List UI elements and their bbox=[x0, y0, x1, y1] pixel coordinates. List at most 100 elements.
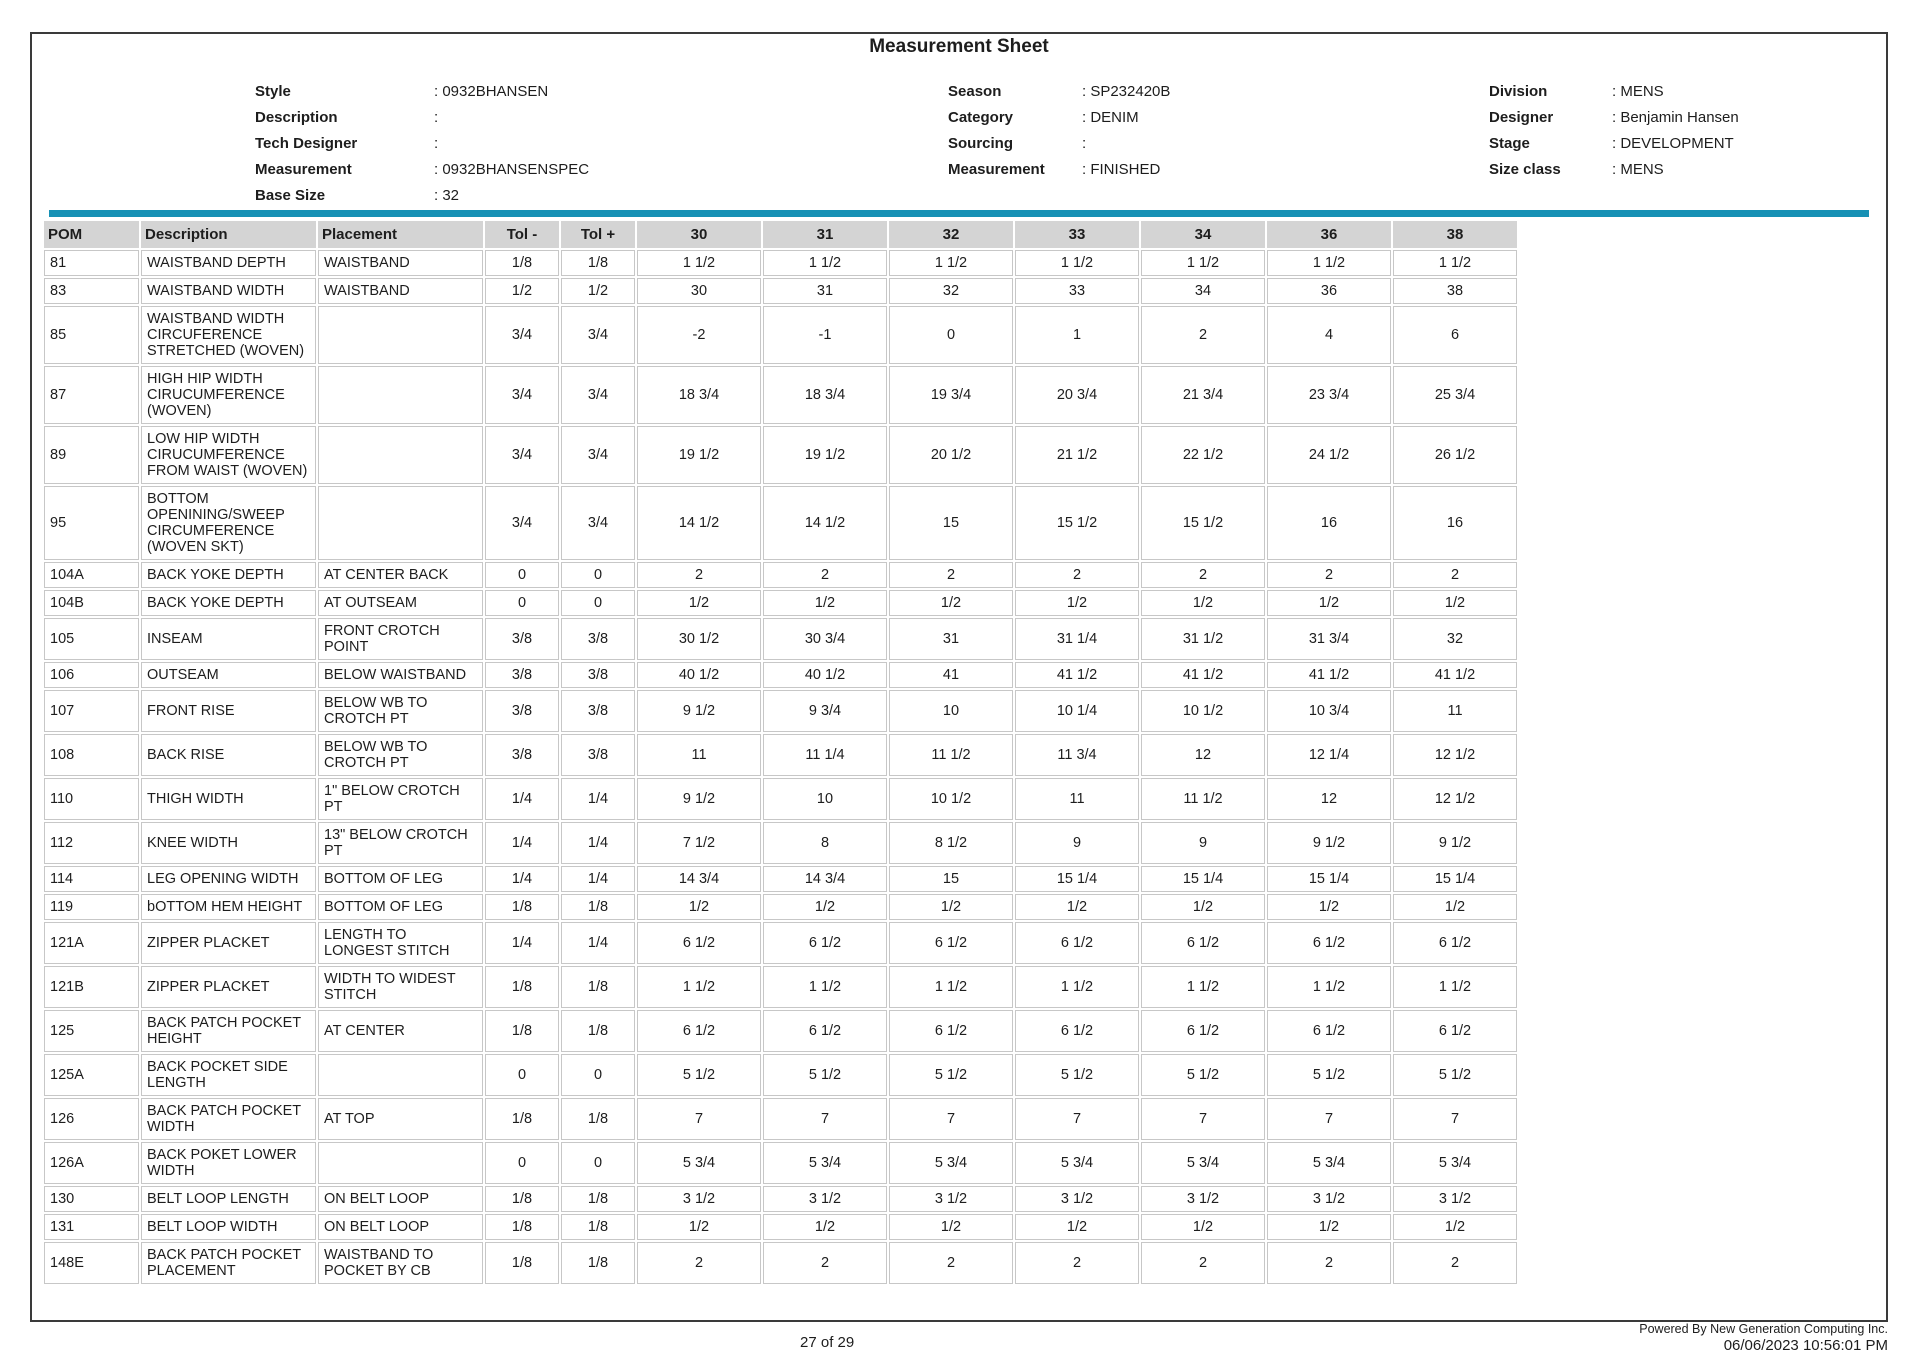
tol-plus-cell: 1/8 bbox=[561, 894, 635, 920]
info-field-value: : bbox=[1082, 134, 1087, 152]
tol-minus-cell: 1/4 bbox=[485, 922, 559, 964]
size-value-cell-38: 5 1/2 bbox=[1393, 1054, 1517, 1096]
size-value-cell-31: 14 3/4 bbox=[763, 866, 887, 892]
info-column-left: Style: 0932BHANSEN Description: Tech Desig… bbox=[255, 78, 589, 208]
description-cell: WAISTBAND WIDTH bbox=[141, 278, 316, 304]
size-value-cell-36: 36 bbox=[1267, 278, 1391, 304]
size-value-cell-31: 31 bbox=[763, 278, 887, 304]
table-row-pom-105: 105 INSEAM FRONT CROTCH POINT 3/8 3/8 30 1/2 3… bbox=[44, 618, 1517, 660]
info-field-value: : 0932BHANSEN bbox=[434, 82, 549, 100]
size-value-cell-36: 41 1/2 bbox=[1267, 662, 1391, 688]
tol-minus-cell: 3/8 bbox=[485, 734, 559, 776]
placement-cell: FRONT CROTCH POINT bbox=[318, 618, 483, 660]
info-column-right: Division: MENS Designer: Benjamin Hansen S… bbox=[1489, 78, 1739, 182]
tol-minus-cell: 1/8 bbox=[485, 1010, 559, 1052]
info-column-middle: Season: SP232420B Category: DENIM Sourcing… bbox=[948, 78, 1170, 182]
pom-cell: 105 bbox=[44, 618, 139, 660]
size-value-cell-38: 1/2 bbox=[1393, 590, 1517, 616]
pom-cell: 131 bbox=[44, 1214, 139, 1240]
size-value-cell-33: 3 1/2 bbox=[1015, 1186, 1139, 1212]
info-field: Style: 0932BHANSEN bbox=[255, 78, 589, 104]
size-value-cell-33: 1/2 bbox=[1015, 1214, 1139, 1240]
tol-plus-cell: 1/4 bbox=[561, 922, 635, 964]
size-value-cell-32: 6 1/2 bbox=[889, 1010, 1013, 1052]
size-value-cell-30: 5 1/2 bbox=[637, 1054, 761, 1096]
size-value-cell-36: 6 1/2 bbox=[1267, 1010, 1391, 1052]
description-cell: BELT LOOP LENGTH bbox=[141, 1186, 316, 1212]
size-value-cell-38: 12 1/2 bbox=[1393, 778, 1517, 820]
size-value-cell-34: 15 1/2 bbox=[1141, 486, 1265, 560]
size-value-cell-36: 3 1/2 bbox=[1267, 1186, 1391, 1212]
size-value-cell-38: 12 1/2 bbox=[1393, 734, 1517, 776]
size-value-cell-36: 15 1/4 bbox=[1267, 866, 1391, 892]
size-value-cell-36: 1 1/2 bbox=[1267, 250, 1391, 276]
tol-minus-cell: 3/8 bbox=[485, 690, 559, 732]
size-value-cell-30: 40 1/2 bbox=[637, 662, 761, 688]
pom-cell: 125A bbox=[44, 1054, 139, 1096]
table-header-row: POM Description Placement Tol - Tol +30 31 32 3… bbox=[44, 221, 1517, 248]
size-value-cell-38: 6 1/2 bbox=[1393, 1010, 1517, 1052]
size-value-cell-38: 7 bbox=[1393, 1098, 1517, 1140]
placement-cell bbox=[318, 1054, 483, 1096]
table-row-pom-95: 95 BOTTOM OPENINING/SWEEP CIRCUMFERENCE (… bbox=[44, 486, 1517, 560]
size-value-cell-32: 2 bbox=[889, 1242, 1013, 1284]
size-value-cell-33: 5 3/4 bbox=[1015, 1142, 1139, 1184]
table-row-pom-121b: 121B ZIPPER PLACKET WIDTH TO WIDEST STITCH… bbox=[44, 966, 1517, 1008]
placement-cell: 13" BELOW CROTCH PT bbox=[318, 822, 483, 864]
description-cell: BACK YOKE DEPTH bbox=[141, 562, 316, 588]
size-value-cell-30: 14 3/4 bbox=[637, 866, 761, 892]
size-value-cell-38: 41 1/2 bbox=[1393, 662, 1517, 688]
column-header-33: 33 bbox=[1015, 221, 1139, 248]
column-header-32: 32 bbox=[889, 221, 1013, 248]
info-field: Measurement: FINISHED bbox=[948, 156, 1170, 182]
placement-cell: AT CENTER bbox=[318, 1010, 483, 1052]
size-value-cell-33: 1 1/2 bbox=[1015, 250, 1139, 276]
placement-cell: ON BELT LOOP bbox=[318, 1214, 483, 1240]
size-value-cell-36: 1 1/2 bbox=[1267, 966, 1391, 1008]
info-field: Tech Designer: bbox=[255, 130, 589, 156]
size-value-cell-33: 6 1/2 bbox=[1015, 922, 1139, 964]
size-value-cell-38: 1/2 bbox=[1393, 1214, 1517, 1240]
tol-minus-cell: 1/4 bbox=[485, 866, 559, 892]
size-value-cell-34: 15 1/4 bbox=[1141, 866, 1265, 892]
info-field-label: Size class bbox=[1489, 160, 1561, 178]
description-cell: BACK PATCH POCKET HEIGHT bbox=[141, 1010, 316, 1052]
info-field-value: : MENS bbox=[1612, 160, 1664, 178]
size-value-cell-33: 15 1/2 bbox=[1015, 486, 1139, 560]
tol-plus-cell: 1/8 bbox=[561, 1098, 635, 1140]
size-value-cell-36: 2 bbox=[1267, 1242, 1391, 1284]
size-value-cell-38: 26 1/2 bbox=[1393, 426, 1517, 484]
tol-plus-cell: 1/4 bbox=[561, 822, 635, 864]
size-value-cell-33: 6 1/2 bbox=[1015, 1010, 1139, 1052]
description-cell: ZIPPER PLACKET bbox=[141, 966, 316, 1008]
size-value-cell-34: 5 1/2 bbox=[1141, 1054, 1265, 1096]
size-value-cell-30: 18 3/4 bbox=[637, 366, 761, 424]
size-value-cell-34: 6 1/2 bbox=[1141, 922, 1265, 964]
size-value-cell-30: 9 1/2 bbox=[637, 778, 761, 820]
size-value-cell-38: 1 1/2 bbox=[1393, 250, 1517, 276]
size-value-cell-30: 7 1/2 bbox=[637, 822, 761, 864]
size-value-cell-31: 19 1/2 bbox=[763, 426, 887, 484]
size-value-cell-31: 1 1/2 bbox=[763, 250, 887, 276]
placement-cell bbox=[318, 366, 483, 424]
placement-cell bbox=[318, 486, 483, 560]
placement-cell: AT TOP bbox=[318, 1098, 483, 1140]
table-row-pom-106: 106 OUTSEAM BELOW WAISTBAND 3/8 3/8 40 1/2 40 … bbox=[44, 662, 1517, 688]
tol-plus-cell: 0 bbox=[561, 562, 635, 588]
info-field-value: : Benjamin Hansen bbox=[1612, 108, 1739, 126]
size-value-cell-31: 2 bbox=[763, 562, 887, 588]
size-value-cell-30: 1 1/2 bbox=[637, 966, 761, 1008]
size-value-cell-32: 7 bbox=[889, 1098, 1013, 1140]
size-value-cell-34: 1/2 bbox=[1141, 590, 1265, 616]
tol-plus-cell: 1/4 bbox=[561, 866, 635, 892]
pom-cell: 130 bbox=[44, 1186, 139, 1212]
table-row-pom-119: 119 bOTTOM HEM HEIGHT BOTTOM OF LEG 1/8 1/8 1… bbox=[44, 894, 1517, 920]
size-value-cell-33: 9 bbox=[1015, 822, 1139, 864]
info-field-label: Season bbox=[948, 82, 1002, 100]
tol-plus-cell: 1/8 bbox=[561, 1242, 635, 1284]
accent-divider bbox=[49, 210, 1869, 217]
measurement-sheet-page: Measurement Sheet Style: 0932BHANSEN Desc… bbox=[30, 32, 1888, 1322]
placement-cell: AT OUTSEAM bbox=[318, 590, 483, 616]
size-value-cell-32: 1/2 bbox=[889, 894, 1013, 920]
size-value-cell-31: 5 3/4 bbox=[763, 1142, 887, 1184]
